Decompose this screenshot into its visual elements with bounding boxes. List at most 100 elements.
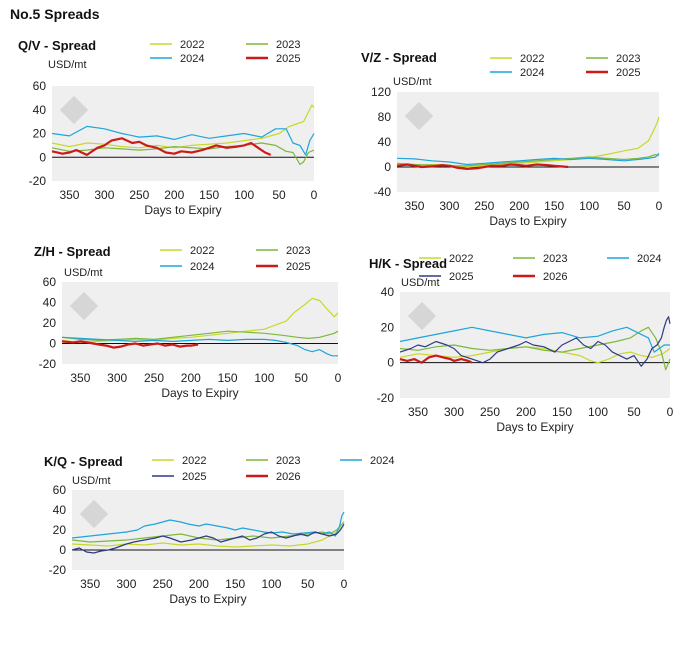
x-tick-label: 350 [70,371,90,385]
x-tick-label: 300 [116,577,136,591]
series-line-2022 [61,297,339,344]
plot-area [62,282,338,364]
unit-label: USD/mt [48,59,87,71]
legend-label: 2024 [520,67,544,79]
x-tick-label: 200 [181,371,201,385]
chart-title: K/Q - Spread [44,454,123,469]
legend-label: 2025 [449,271,473,283]
x-tick-label: 50 [295,371,309,385]
series-line-2024 [61,336,338,357]
series-line-2024 [399,326,670,353]
x-tick-label: 300 [107,371,127,385]
chart-title: Z/H - Spread [34,244,111,259]
series-line-2025 [51,137,272,156]
series-line-2023 [51,142,315,165]
x-tick-label: 150 [218,371,238,385]
chart-qv-spread: Q/V - Spread USD/mt 2022 2023 2024 2025 60 40 20… [10,34,330,224]
x-tick-label: 350 [59,188,79,202]
y-tick-label: -20 [39,357,57,371]
y-tick-label: -20 [29,174,47,188]
x-tick-label: 150 [544,199,564,213]
y-tick-label: 20 [381,320,395,334]
legend-label: 2022 [520,53,544,65]
legend-label: 2022 [182,455,206,467]
x-tick-label: 100 [261,577,281,591]
x-tick-label: 0 [341,577,348,591]
y-tick-label: 60 [43,275,57,289]
chart-svg: K/Q - Spread USD/mt 2022 2023 2024 2025 2026 60… [44,454,394,606]
legend-label: 2025 [286,261,310,273]
x-tick-label: 200 [509,199,529,213]
x-tick-label: 300 [444,405,464,419]
series-line-2025 [399,316,671,367]
x-tick-label: 50 [627,405,641,419]
chart-svg: H/K - Spread USD/mt 2022 2023 2024 2025 2026 40… [369,253,674,434]
series-line-2022 [399,346,671,364]
y-tick-label: 120 [371,85,391,99]
legend-label: 2024 [190,261,214,273]
legend-label: 2025 [276,53,300,65]
y-tick-label: 40 [381,285,395,299]
x-tick-label: 100 [254,371,274,385]
x-tick-label: 250 [480,405,500,419]
x-tick-label: 250 [474,199,494,213]
y-tick-label: 20 [43,316,57,330]
chart-hk-spread: H/K - Spread USD/mt 2022 2023 2024 2025 2026 40… [355,252,685,442]
legend-label: 2024 [370,455,394,467]
legend-label: 2023 [276,39,300,51]
series-line-2026 [399,354,473,364]
x-tick-label: 0 [656,199,663,213]
legend-label: 2023 [286,245,310,257]
x-tick-label: 50 [301,577,315,591]
legend-label: 2022 [180,39,204,51]
legend-label: 2022 [190,245,214,257]
legend-label: 2024 [637,253,661,265]
y-tick-label: 0 [49,337,56,351]
chart-svg: Q/V - Spread USD/mt 2022 2023 2024 2025 60 40 20… [18,38,318,217]
x-tick-label: 100 [588,405,608,419]
y-tick-label: 20 [33,127,47,141]
x-tick-label: 350 [404,199,424,213]
y-tick-label: 0 [39,150,46,164]
y-tick-label: 40 [53,503,67,517]
x-tick-label: 0 [335,371,342,385]
x-tick-label: 200 [516,405,536,419]
page-title: No.5 Spreads [10,6,100,22]
y-tick-label: 20 [53,523,67,537]
plot-area [52,86,314,181]
x-axis-label: Days to Expiry [161,386,238,400]
legend-label: 2026 [276,471,300,483]
unit-label: USD/mt [401,277,440,289]
chart-title: Q/V - Spread [18,38,96,53]
chart-vz-spread: V/Z - Spread USD/mt 2022 2023 2024 2025 120 80 4… [355,48,675,243]
chart-title: V/Z - Spread [361,50,437,65]
y-tick-label: 0 [59,543,66,557]
legend-label: 2025 [182,471,206,483]
chart-kq-spread: K/Q - Spread USD/mt 2022 2023 2024 2025 2026 60… [10,452,394,644]
x-tick-label: 50 [272,188,286,202]
x-tick-label: 200 [164,188,184,202]
unit-label: USD/mt [393,76,432,88]
series-line-2024 [396,152,660,166]
x-tick-label: 350 [408,405,428,419]
y-tick-label: -20 [377,391,395,405]
x-tick-label: 0 [667,405,674,419]
y-tick-label: 60 [33,79,47,93]
x-tick-label: 150 [225,577,245,591]
y-tick-label: 0 [387,356,394,370]
legend-label: 2025 [616,67,640,79]
chart-zh-spread: Z/H - Spread USD/mt 2022 2023 2024 2025 60 40 20… [10,242,342,432]
y-tick-label: 60 [53,483,67,497]
x-tick-label: 150 [552,405,572,419]
x-tick-label: 150 [199,188,219,202]
series-line-2025 [396,163,569,170]
chart-svg: Z/H - Spread USD/mt 2022 2023 2024 2025 60 40 20… [34,244,342,400]
y-tick-label: -40 [374,185,392,199]
legend-label: 2023 [616,53,640,65]
series-line-2025 [61,340,199,349]
chart-svg: V/Z - Spread USD/mt 2022 2023 2024 2025 120 80 4… [361,50,663,228]
x-tick-label: 250 [144,371,164,385]
unit-label: USD/mt [64,267,103,279]
x-axis-label: Days to Expiry [489,214,566,228]
y-tick-label: 80 [378,110,392,124]
